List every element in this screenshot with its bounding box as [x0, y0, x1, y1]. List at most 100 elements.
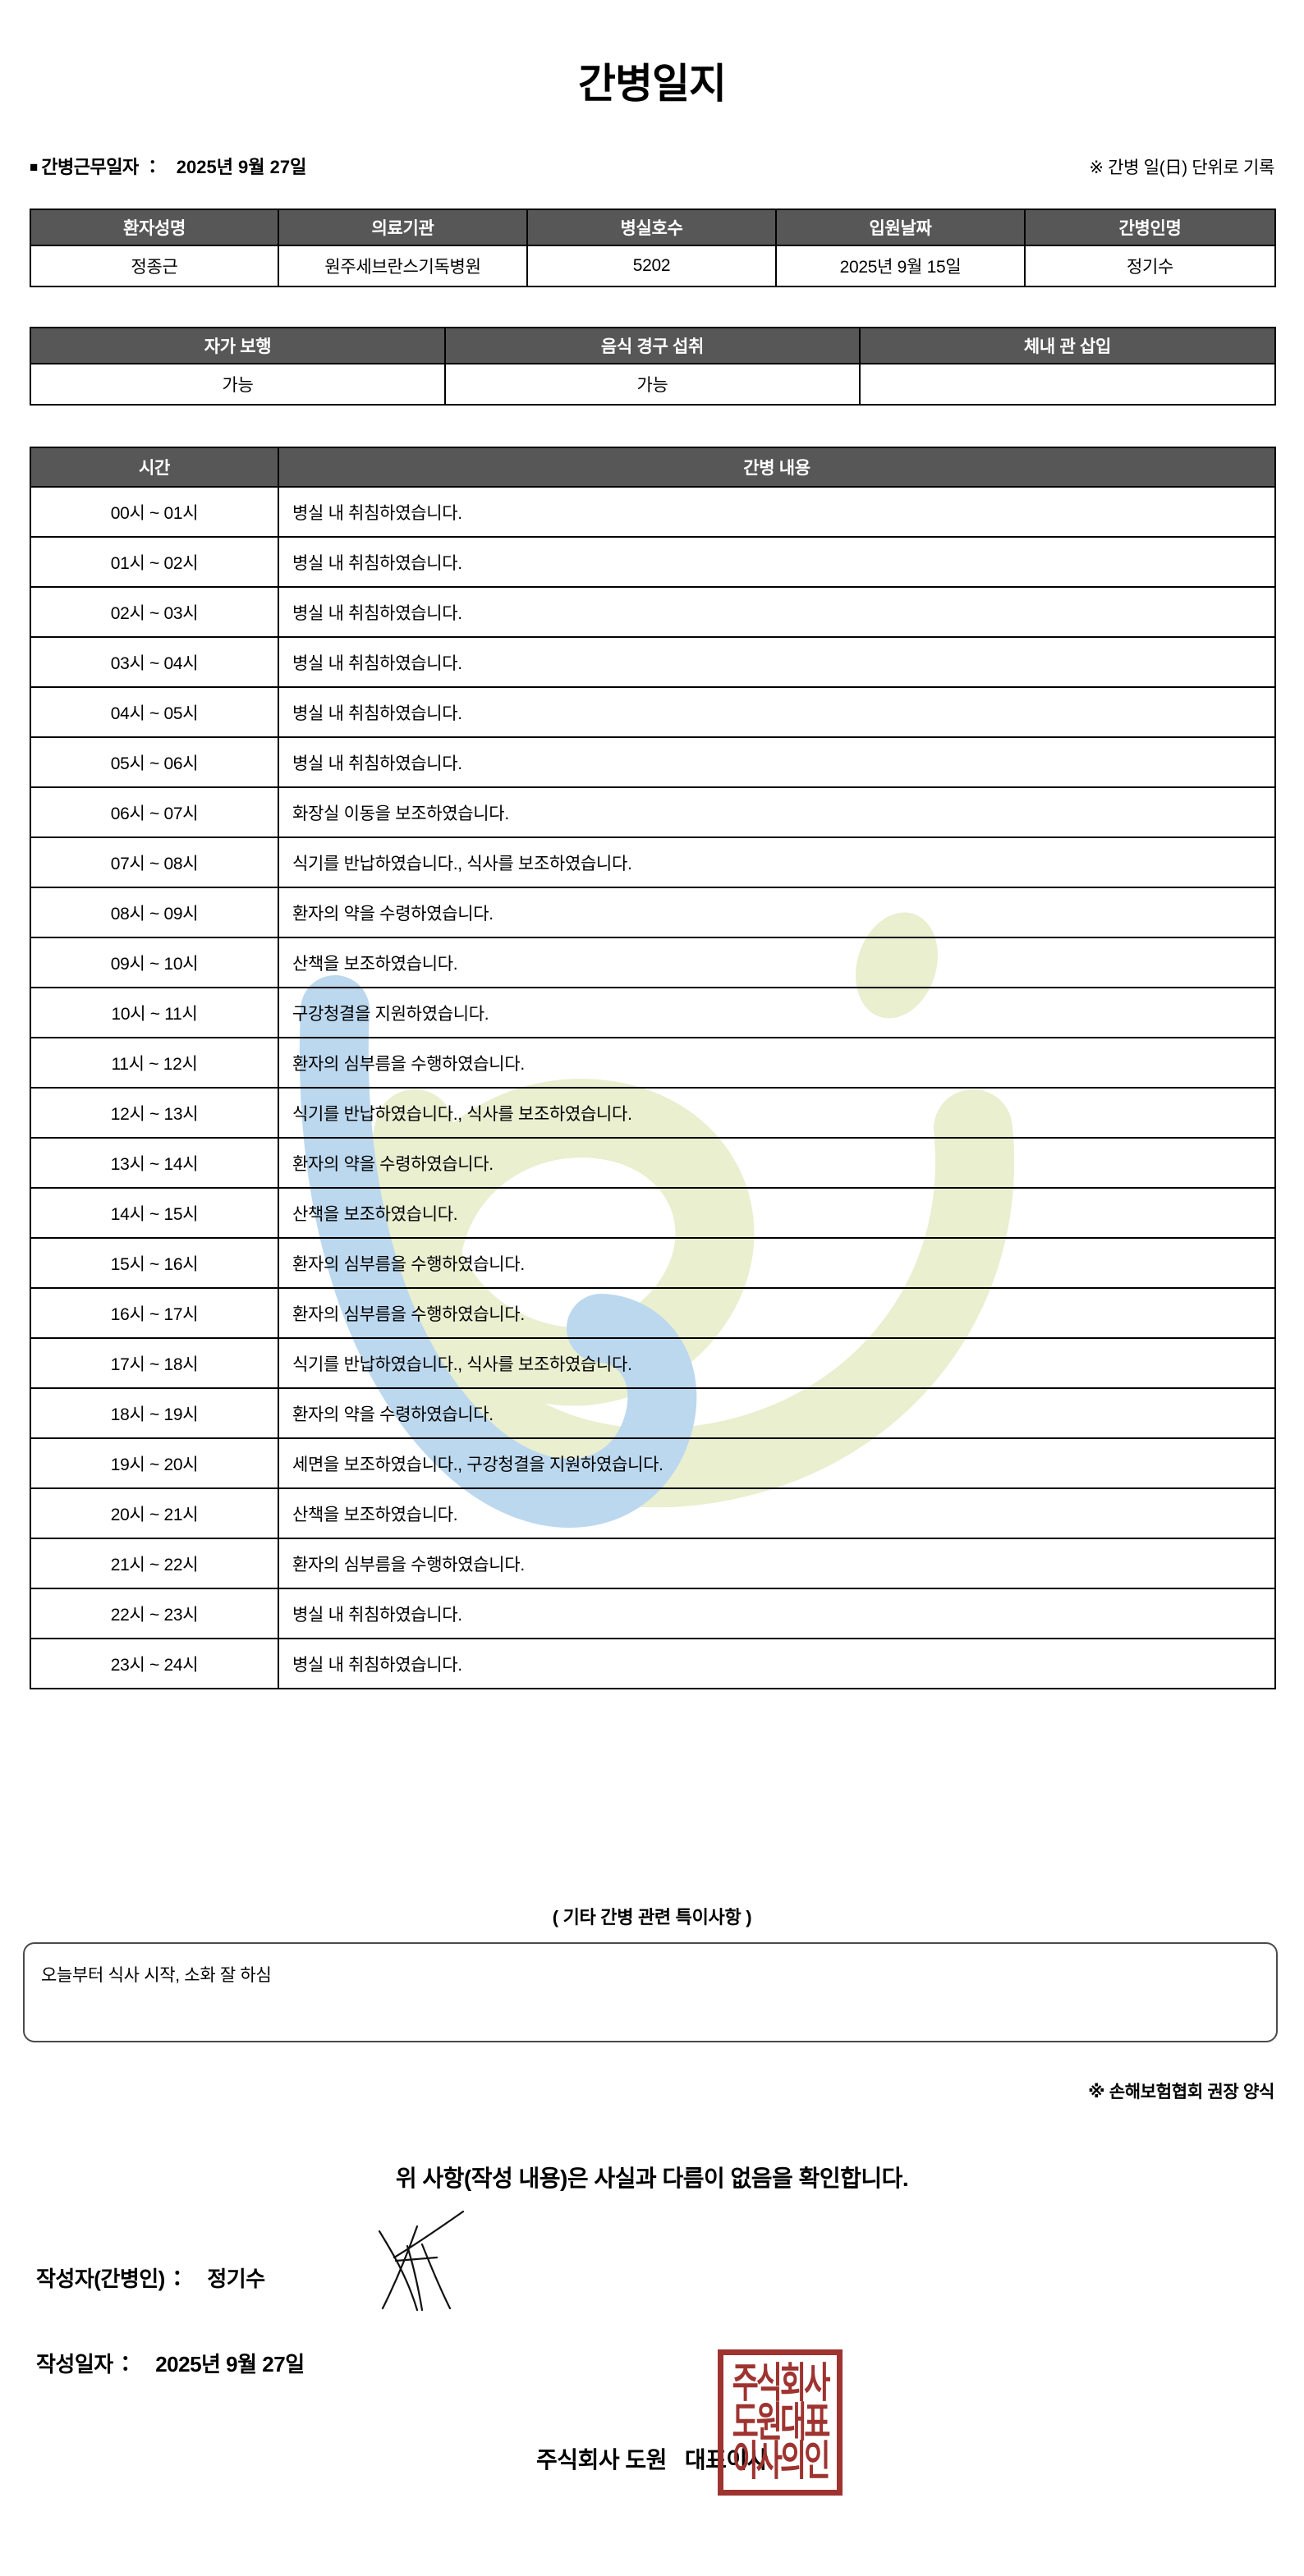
- log-content-cell: 환자의 약을 수령하였습니다.: [278, 1137, 1276, 1189]
- table-header-row: 시간 간병 내용: [30, 447, 1276, 488]
- log-content-cell: 병실 내 취침하였습니다.: [278, 536, 1276, 588]
- log-time-cell: 08시 ~ 09시: [30, 887, 279, 938]
- log-content-cell: 식기를 반납하였습니다., 식사를 보조하였습니다.: [278, 1337, 1276, 1389]
- table-header-row: 자가 보행 음식 경구 섭취 체내 관 삽입: [30, 327, 1276, 364]
- value-medical-institution: 원주세브란스기독병원: [278, 245, 528, 287]
- notes-textarea[interactable]: 오늘부터 식사 시작, 소화 잘 하심: [23, 1942, 1278, 2042]
- log-time-cell: 06시 ~ 07시: [30, 786, 279, 838]
- table-header-row: 환자성명 의료기관 병실호수 입원날짜 간병인명: [30, 209, 1276, 246]
- table-row: 21시 ~ 22시 환자의 심부름을 수행하였습니다.: [30, 1538, 1276, 1589]
- value-oral-food-intake: 가능: [444, 363, 861, 406]
- log-content-cell: 산책을 보조하였습니다.: [278, 1187, 1276, 1239]
- table-row: 19시 ~ 20시 세면을 보조하였습니다., 구강청결을 지원하였습니다.: [30, 1437, 1276, 1489]
- author-colon: ：: [166, 2267, 188, 2291]
- hourly-log-body: 00시 ~ 01시 병실 내 취침하였습니다. 01시 ~ 02시 병실 내 취침하였…: [30, 486, 1276, 1689]
- log-content-cell: 환자의 약을 수령하였습니다.: [278, 1387, 1276, 1439]
- table-row: 08시 ~ 09시 환자의 약을 수령하였습니다.: [30, 887, 1276, 938]
- table-row: 12시 ~ 13시 식기를 반납하였습니다., 식사를 보조하였습니다.: [30, 1087, 1276, 1139]
- log-time-cell: 12시 ~ 13시: [30, 1087, 279, 1139]
- log-time-cell: 13시 ~ 14시: [30, 1137, 279, 1189]
- log-content-cell: 화장실 이동을 보조하였습니다.: [278, 786, 1276, 838]
- company-signature-line: 주식회사 도원 대표이사: [0, 2442, 1304, 2475]
- table-row: 04시 ~ 05시 병실 내 취침하였습니다.: [30, 686, 1276, 738]
- header-time: 시간: [30, 447, 279, 488]
- header-oral-food-intake: 음식 경구 섭취: [444, 327, 861, 364]
- sign-date-label: 작성일자: [36, 2352, 113, 2377]
- log-content-cell: 병실 내 취침하였습니다.: [278, 1588, 1276, 1639]
- confirmation-statement: 위 사항(작성 내용)은 사실과 다름이 없음을 확인합니다.: [395, 2166, 909, 2191]
- table-row: 정종근 원주세브란스기독병원 5202 2025년 9월 15일 정기수: [30, 245, 1276, 287]
- sign-date-value: 2025년 9월 27일: [155, 2352, 305, 2377]
- log-content-cell: 세면을 보조하였습니다., 구강청결을 지원하였습니다.: [278, 1437, 1276, 1489]
- table-row: 05시 ~ 06시 병실 내 취침하였습니다.: [30, 736, 1276, 788]
- log-content-cell: 환자의 심부름을 수행하였습니다.: [278, 1538, 1276, 1589]
- header-admission-date: 입원날짜: [775, 209, 1026, 246]
- sign-date-colon: ：: [114, 2352, 136, 2377]
- log-time-cell: 14시 ~ 15시: [30, 1187, 279, 1239]
- log-content-cell: 환자의 심부름을 수행하였습니다.: [278, 1237, 1276, 1289]
- table-row: 11시 ~ 12시 환자의 심부름을 수행하였습니다.: [30, 1037, 1276, 1089]
- value-room-number: 5202: [526, 245, 777, 287]
- log-content-cell: 병실 내 취침하였습니다.: [278, 736, 1276, 788]
- table-row: 10시 ~ 11시 구강청결을 지원하였습니다.: [30, 987, 1276, 1038]
- table-row: 15시 ~ 16시 환자의 심부름을 수행하였습니다.: [30, 1237, 1276, 1289]
- log-time-cell: 04시 ~ 05시: [30, 686, 279, 738]
- patient-info-table: 환자성명 의료기관 병실호수 입원날짜 간병인명 정종근 원주세브란스기독병원 …: [30, 209, 1276, 287]
- work-date-label: 간병근무일자: [41, 157, 139, 177]
- log-time-cell: 23시 ~ 24시: [30, 1638, 279, 1689]
- value-internal-tube-insertion: [859, 363, 1276, 406]
- log-time-cell: 03시 ~ 04시: [30, 636, 279, 688]
- sign-date-field: 작성일자： 2025년 9월 27일: [36, 2348, 305, 2378]
- table-row: 13시 ~ 14시 환자의 약을 수령하였습니다.: [30, 1137, 1276, 1189]
- table-row: 18시 ~ 19시 환자의 약을 수령하였습니다.: [30, 1387, 1276, 1439]
- table-row: 22시 ~ 23시 병실 내 취침하였습니다.: [30, 1588, 1276, 1639]
- header-medical-institution: 의료기관: [278, 209, 528, 246]
- table-row: 03시 ~ 04시 병실 내 취침하였습니다.: [30, 636, 1276, 688]
- table-row: 09시 ~ 10시 산책을 보조하였습니다.: [30, 937, 1276, 988]
- log-content-cell: 환자의 심부름을 수행하였습니다.: [278, 1287, 1276, 1339]
- log-content-cell: 병실 내 취침하였습니다.: [278, 636, 1276, 688]
- company-seal-stamp: 주식회사 도원대표 이사의인: [718, 2349, 843, 2496]
- log-content-cell: 식기를 반납하였습니다., 식사를 보조하였습니다.: [278, 1087, 1276, 1139]
- log-time-cell: 16시 ~ 17시: [30, 1287, 279, 1339]
- value-self-ambulation: 가능: [30, 363, 446, 406]
- log-time-cell: 21시 ~ 22시: [30, 1538, 279, 1589]
- header-internal-tube-insertion: 체내 관 삽입: [859, 327, 1276, 364]
- value-caregiver-name: 정기수: [1024, 245, 1276, 287]
- log-content-cell: 병실 내 취침하였습니다.: [278, 586, 1276, 638]
- company-role: 대표이사: [684, 2447, 769, 2473]
- log-time-cell: 05시 ~ 06시: [30, 736, 279, 788]
- log-content-cell: 병실 내 취침하였습니다.: [278, 1638, 1276, 1689]
- work-date-value: 2025년 9월 27일: [176, 157, 307, 177]
- table-row: 01시 ~ 02시 병실 내 취침하였습니다.: [30, 536, 1276, 588]
- log-time-cell: 22시 ~ 23시: [30, 1588, 279, 1639]
- table-row: 23시 ~ 24시 병실 내 취침하였습니다.: [30, 1638, 1276, 1689]
- log-time-cell: 19시 ~ 20시: [30, 1437, 279, 1489]
- header-caregiver-name: 간병인명: [1024, 209, 1276, 246]
- log-time-cell: 00시 ~ 01시: [30, 486, 279, 538]
- author-name: 정기수: [207, 2267, 265, 2291]
- log-time-cell: 20시 ~ 21시: [30, 1487, 279, 1539]
- log-time-cell: 07시 ~ 08시: [30, 837, 279, 888]
- log-content-cell: 환자의 약을 수령하였습니다.: [278, 887, 1276, 938]
- table-row: 00시 ~ 01시 병실 내 취침하였습니다.: [30, 486, 1276, 538]
- table-row: 06시 ~ 07시 화장실 이동을 보조하였습니다.: [30, 786, 1276, 838]
- log-content-cell: 병실 내 취침하였습니다.: [278, 686, 1276, 738]
- company-name: 주식회사 도원: [536, 2447, 667, 2473]
- seal-row-3: 이사의인: [732, 2438, 831, 2486]
- value-patient-name: 정종근: [30, 245, 279, 287]
- value-admission-date: 2025년 9월 15일: [775, 245, 1026, 287]
- log-time-cell: 18시 ~ 19시: [30, 1387, 279, 1439]
- seal-row-1: 주식회사: [732, 2359, 831, 2407]
- header-room-number: 병실호수: [526, 209, 777, 246]
- log-time-cell: 01시 ~ 02시: [30, 536, 279, 588]
- log-content-cell: 산책을 보조하였습니다.: [278, 1487, 1276, 1539]
- table-row: 20시 ~ 21시 산책을 보조하였습니다.: [30, 1487, 1276, 1539]
- notes-section-title: ( 기타 간병 관련 특이사항 ): [552, 1907, 752, 1927]
- form-credit-note: ※ 손해보험협회 권장 양식: [1088, 2083, 1274, 2102]
- table-row: 14시 ~ 15시 산책을 보조하였습니다.: [30, 1187, 1276, 1239]
- table-row: 07시 ~ 08시 식기를 반납하였습니다., 식사를 보조하였습니다.: [30, 837, 1276, 888]
- table-row: 가능 가능: [30, 363, 1276, 406]
- log-content-cell: 환자의 심부름을 수행하였습니다.: [278, 1037, 1276, 1089]
